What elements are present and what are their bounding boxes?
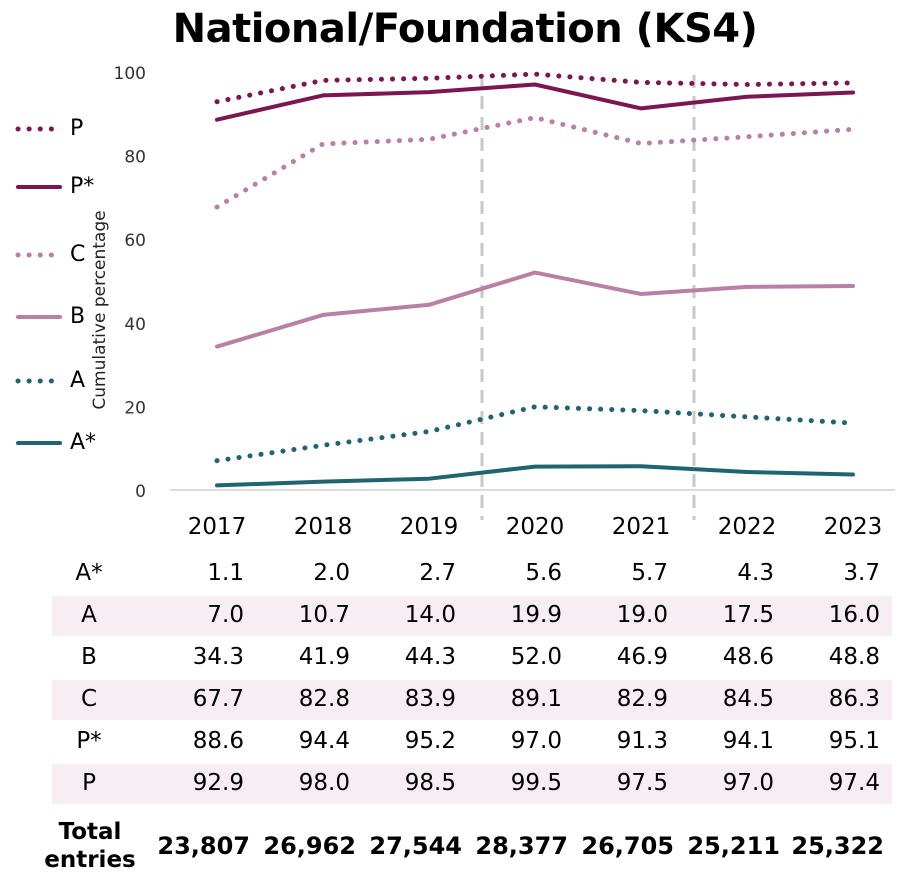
legend-label: B xyxy=(70,304,86,329)
legend-label: P xyxy=(70,116,84,141)
table-row: C 67.7 82.8 83.9 89.1 82.9 84.5 86.3 xyxy=(0,680,902,720)
table-cell: 84.5 xyxy=(722,686,774,712)
table-cell: 94.1 xyxy=(722,728,774,754)
series-line-c xyxy=(214,115,856,210)
y-tick-label: 20 xyxy=(124,398,146,418)
total-entries-cell: 27,544 xyxy=(369,832,462,860)
x-tick-label: 2021 xyxy=(611,514,671,540)
table-cell: 97.0 xyxy=(722,770,774,796)
series-line-p xyxy=(214,71,856,105)
total-entries-cell: 26,705 xyxy=(581,832,674,860)
table-cell: 10.7 xyxy=(298,602,350,628)
series-lines xyxy=(214,71,856,488)
series-line-a-star xyxy=(215,464,855,488)
table-cell: 46.9 xyxy=(616,644,668,670)
y-axis-label: Cumulative percentage xyxy=(90,210,110,410)
table-cell: 99.5 xyxy=(510,770,562,796)
legend-label: C xyxy=(70,242,86,267)
y-tick-label: 100 xyxy=(114,64,146,84)
line-chart: 0 20 40 60 80 100 xyxy=(114,64,895,520)
table-total-row: Total entries 23,807 26,962 27,544 28,377 26,7… xyxy=(0,812,902,882)
period-dividers xyxy=(480,75,696,520)
table-cell: 44.3 xyxy=(404,644,456,670)
y-tick-label: 60 xyxy=(124,231,146,251)
total-entries-cell: 25,322 xyxy=(791,832,884,860)
table-cell: 5.6 xyxy=(525,560,562,586)
x-tick-label: 2017 xyxy=(187,514,247,540)
total-entries-cell: 23,807 xyxy=(157,832,250,860)
table-cell: 92.9 xyxy=(192,770,244,796)
table-cell: 97.0 xyxy=(510,728,562,754)
legend-label: A* xyxy=(70,430,97,455)
series-line-a xyxy=(214,404,856,464)
table-row: P 92.9 98.0 98.5 99.5 97.5 97.0 97.4 xyxy=(0,764,902,804)
table-cell: 91.3 xyxy=(616,728,668,754)
table-cell: 4.3 xyxy=(737,560,774,586)
table-row-label: A* xyxy=(75,560,103,586)
table-cell: 97.5 xyxy=(616,770,668,796)
legend-label: A xyxy=(70,368,86,393)
table-cell: 7.0 xyxy=(207,602,244,628)
x-tick-label: 2022 xyxy=(717,514,777,540)
x-tick-label: 2023 xyxy=(823,514,883,540)
table-cell: 94.4 xyxy=(298,728,350,754)
table-cell: 5.7 xyxy=(631,560,668,586)
table-cell: 95.1 xyxy=(828,728,880,754)
y-tick-labels: 0 20 40 60 80 100 xyxy=(114,64,146,502)
table-cell: 14.0 xyxy=(404,602,456,628)
table-cell: 67.7 xyxy=(192,686,244,712)
table-cell: 2.0 xyxy=(313,560,350,586)
table-cell: 98.5 xyxy=(404,770,456,796)
table-cell: 3.7 xyxy=(843,560,880,586)
table-cell: 17.5 xyxy=(722,602,774,628)
total-entries-label: Total entries xyxy=(40,818,140,874)
table-row-label: C xyxy=(80,686,98,712)
chart-title: National/Foundation (KS4) xyxy=(172,6,758,52)
table-row-label: A xyxy=(81,602,97,628)
table-row-label: B xyxy=(81,644,97,670)
table-cell: 86.3 xyxy=(828,686,880,712)
y-tick-label: 40 xyxy=(124,315,146,335)
y-tick-label: 0 xyxy=(135,482,146,502)
y-tick-label: 80 xyxy=(124,148,146,168)
table-cell: 89.1 xyxy=(510,686,562,712)
table-row: P* 88.6 94.4 95.2 97.0 91.3 94.1 95.1 xyxy=(0,722,902,762)
table-row: A 7.0 10.7 14.0 19.9 19.0 17.5 16.0 xyxy=(0,596,902,636)
table-row: B 34.3 41.9 44.3 52.0 46.9 48.6 48.8 xyxy=(0,638,902,678)
total-label-line1: Total xyxy=(58,819,122,845)
total-entries-cell: 25,211 xyxy=(687,832,780,860)
table-row-label: P xyxy=(82,770,96,796)
table-cell: 34.3 xyxy=(192,644,244,670)
x-tick-label: 2018 xyxy=(293,514,353,540)
total-entries-cell: 28,377 xyxy=(475,832,568,860)
legend-label: P* xyxy=(70,174,95,199)
table-cell: 82.9 xyxy=(616,686,668,712)
table-cell: 83.9 xyxy=(404,686,456,712)
series-line-b xyxy=(215,270,855,349)
table-cell: 48.6 xyxy=(722,644,774,670)
table-cell: 16.0 xyxy=(828,602,880,628)
table-row-label: P* xyxy=(76,728,102,754)
total-entries-cell: 26,962 xyxy=(263,832,356,860)
table-cell: 1.1 xyxy=(207,560,244,586)
table-cell: 82.8 xyxy=(298,686,350,712)
table-cell: 48.8 xyxy=(828,644,880,670)
x-tick-label: 2020 xyxy=(505,514,565,540)
table-cell: 41.9 xyxy=(298,644,350,670)
table-cell: 95.2 xyxy=(404,728,456,754)
total-label-line2: entries xyxy=(44,847,136,873)
series-line-p-star xyxy=(215,82,855,122)
x-tick-label: 2019 xyxy=(399,514,459,540)
table-cell: 88.6 xyxy=(192,728,244,754)
table-cell: 52.0 xyxy=(510,644,562,670)
table-header-row: 2017 2018 2019 2020 2021 2022 2023 xyxy=(0,508,902,550)
table-cell: 2.7 xyxy=(419,560,456,586)
table-row: A* 1.1 2.0 2.7 5.6 5.7 4.3 3.7 xyxy=(0,554,902,594)
table-cell: 97.4 xyxy=(828,770,880,796)
table-cell: 98.0 xyxy=(298,770,350,796)
table-cell: 19.0 xyxy=(616,602,668,628)
table-cell: 19.9 xyxy=(510,602,562,628)
